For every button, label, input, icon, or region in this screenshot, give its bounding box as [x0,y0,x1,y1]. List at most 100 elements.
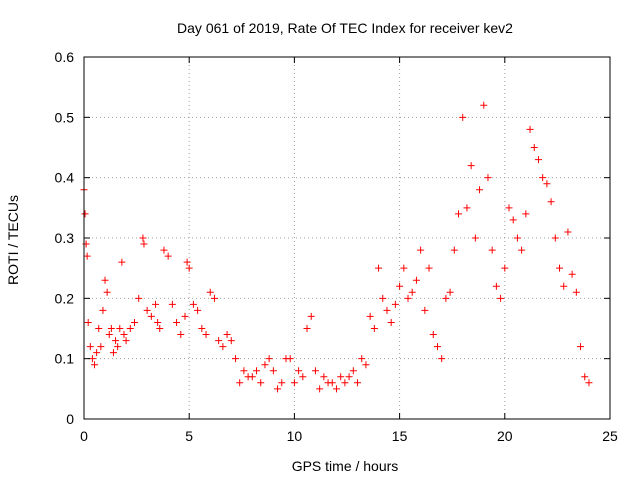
data-point [112,337,120,345]
x-tick-label: 0 [80,428,88,444]
data-point [99,306,107,314]
data-point [375,264,383,272]
data-point [311,367,319,375]
data-point [387,318,395,326]
data-point [471,234,479,242]
y-tick-label: 0 [66,411,74,427]
x-tick-label: 20 [497,428,513,444]
data-point [130,318,138,326]
data-point [421,306,429,314]
data-point [227,337,235,345]
data-point [183,258,191,266]
data-point [215,337,223,345]
data-point [223,331,231,339]
data-point [173,318,181,326]
y-tick-label: 0.4 [55,170,75,186]
data-point [240,367,248,375]
data-point [349,367,357,375]
data-point [463,204,471,212]
data-point [526,125,534,133]
data-point [404,294,412,302]
data-point [518,246,526,254]
grid [84,57,610,419]
data-point [185,264,193,272]
data-point [320,373,328,381]
data-point [160,246,168,254]
data-point [412,276,420,284]
data-point [194,306,202,314]
data-point [522,210,530,218]
chart-title: Day 061 of 2019, Rate Of TEC Index for r… [177,20,513,36]
data-point [278,379,286,387]
data-point [101,276,109,284]
data-point [210,294,218,302]
data-point [543,180,551,188]
data-point [103,288,111,296]
data-point [152,300,160,308]
data-point [547,198,555,206]
data-point [358,355,366,363]
data-point [446,288,454,296]
data-point [442,294,450,302]
data-point [189,300,197,308]
data-point [391,300,399,308]
x-tick-label: 15 [392,428,408,444]
plot-frame [83,56,611,420]
data-point [417,246,425,254]
data-point [400,264,408,272]
data-point [581,373,589,381]
data-point [295,367,303,375]
data-point [198,325,206,332]
data-point [118,258,126,266]
data-point [107,325,115,332]
data-point [202,331,210,339]
data-point [269,367,277,375]
data-point [83,252,91,260]
data-point [122,337,130,345]
data-point [253,367,261,375]
data-point [438,355,446,363]
data-point [140,240,148,248]
data-point [181,312,189,320]
data-point [362,361,370,369]
data-point [379,294,387,302]
data-point [219,343,227,351]
data-point [168,300,176,308]
data-point [560,282,568,290]
data-point [425,264,433,272]
data-point [177,331,185,339]
data-point [274,385,282,393]
data-point [154,318,162,326]
data-point [290,379,298,387]
y-tick-label: 0.1 [55,351,75,367]
data-point [307,312,315,320]
data-point [248,373,256,381]
data-point [261,361,269,369]
data-point [164,252,172,260]
data-point [126,325,134,332]
data-point [433,343,441,351]
axis-ticks: 0 5 10 15 20 25 0 0.1 0.2 0.3 0.4 0.5 0.6 [55,49,618,444]
data-point [147,312,155,320]
data-point [484,174,492,182]
data-point [539,174,547,182]
data-point [91,361,99,369]
data-point [455,210,463,218]
data-point [97,343,105,351]
data-point [534,156,542,164]
data-point [135,294,143,302]
data-point [93,349,101,357]
data-point [120,331,128,339]
data-point [265,355,273,363]
data-point [572,288,580,296]
data-point [105,331,113,339]
data-point [551,234,559,242]
data-point [88,355,96,363]
y-tick-label: 0.5 [55,109,75,125]
x-axis-label: GPS time / hours [292,458,399,474]
data-point [286,355,294,363]
data-point [505,204,513,212]
data-point [488,246,496,254]
data-point [530,144,538,151]
y-tick-label: 0.6 [55,49,75,65]
